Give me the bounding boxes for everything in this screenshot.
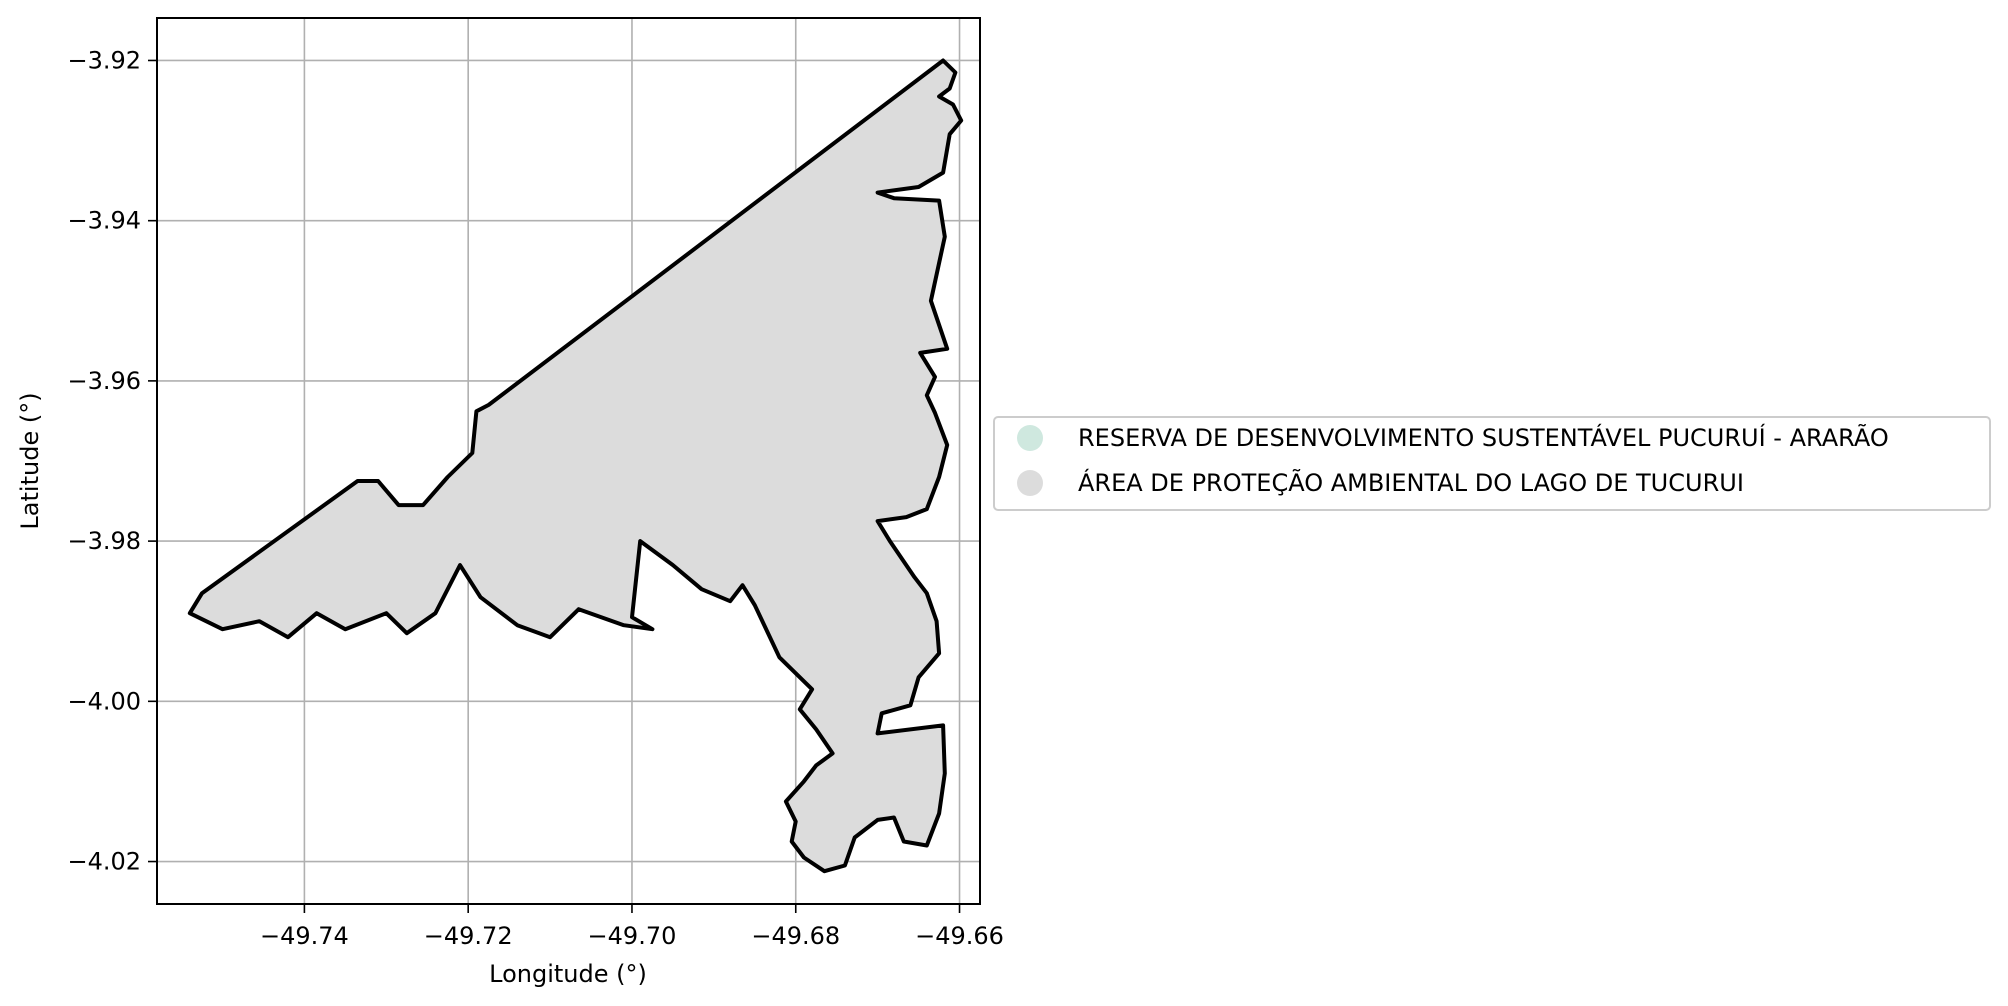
y-tick-label: −3.94 bbox=[67, 207, 141, 235]
y-axis-label: Latitude (°) bbox=[16, 392, 44, 529]
legend-label: RESERVA DE DESENVOLVIMENTO SUSTENTÁVEL P… bbox=[1078, 422, 1889, 452]
y-axis: −3.92 −3.94 −3.96 −3.98 −4.00 −4.02 bbox=[67, 46, 157, 875]
x-axis: −49.74 −49.72 −49.70 −49.68 −49.66 bbox=[260, 904, 1004, 950]
legend: RESERVA DE DESENVOLVIMENTO SUSTENTÁVEL P… bbox=[994, 417, 1990, 510]
x-tick-label: −49.74 bbox=[260, 922, 349, 950]
y-tick-label: −3.98 bbox=[67, 527, 141, 555]
x-tick-label: −49.72 bbox=[424, 922, 513, 950]
y-tick-label: −4.02 bbox=[67, 848, 141, 876]
x-tick-label: −49.66 bbox=[915, 922, 1004, 950]
y-tick-label: −3.92 bbox=[67, 46, 141, 74]
legend-label: ÁREA DE PROTEÇÃO AMBIENTAL DO LAGO DE TU… bbox=[1078, 467, 1744, 497]
x-tick-label: −49.70 bbox=[588, 922, 677, 950]
y-tick-label: −4.00 bbox=[67, 687, 141, 715]
x-tick-label: −49.68 bbox=[751, 922, 840, 950]
legend-marker bbox=[1017, 470, 1043, 496]
x-axis-label: Longitude (°) bbox=[489, 960, 647, 988]
y-tick-label: −3.96 bbox=[67, 367, 141, 395]
legend-marker bbox=[1017, 425, 1043, 451]
